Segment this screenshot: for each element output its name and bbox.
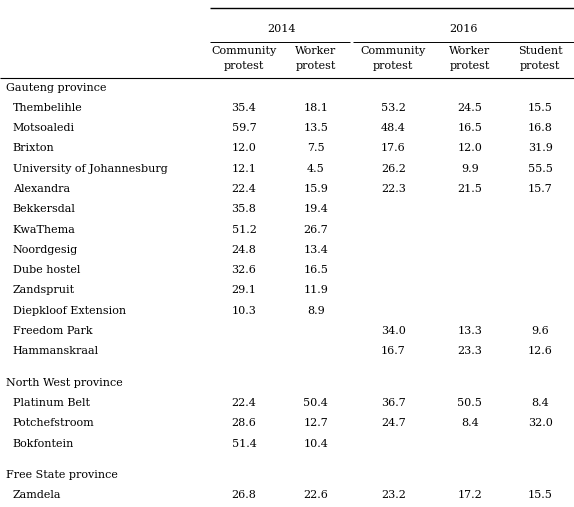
Text: Hammanskraal: Hammanskraal [13,346,99,356]
Text: 13.3: 13.3 [457,326,482,336]
Text: protest: protest [296,61,336,71]
Text: 32.6: 32.6 [231,265,257,275]
Text: Dube hostel: Dube hostel [13,265,80,275]
Text: 53.2: 53.2 [381,103,406,113]
Text: 15.9: 15.9 [303,184,328,194]
Text: Zamdela: Zamdela [13,490,61,500]
Text: Thembelihle: Thembelihle [13,103,83,113]
Text: 12.6: 12.6 [528,346,553,356]
Text: 16.7: 16.7 [381,346,406,356]
Text: 15.5: 15.5 [528,103,553,113]
Text: 13.4: 13.4 [303,245,328,255]
Text: 22.3: 22.3 [381,184,406,194]
Text: Motsoaledi: Motsoaledi [13,123,75,133]
Text: 19.4: 19.4 [303,204,328,214]
Text: 31.9: 31.9 [528,143,553,154]
Text: KwaThema: KwaThema [13,225,76,235]
Text: 9.6: 9.6 [532,326,549,336]
Text: 16.5: 16.5 [303,265,328,275]
Text: 26.8: 26.8 [231,490,257,500]
Text: Brixton: Brixton [13,143,55,154]
Text: North West province: North West province [6,378,122,388]
Text: 35.8: 35.8 [231,204,257,214]
Text: Worker: Worker [295,46,336,56]
Text: 2016: 2016 [449,24,478,34]
Text: 12.0: 12.0 [457,143,482,154]
Text: 24.5: 24.5 [457,103,482,113]
Text: 50.4: 50.4 [303,398,328,408]
Text: 34.0: 34.0 [381,326,406,336]
Text: Worker: Worker [449,46,490,56]
Text: 12.1: 12.1 [231,164,257,174]
Text: 35.4: 35.4 [231,103,257,113]
Text: 12.7: 12.7 [303,418,328,428]
Text: 15.5: 15.5 [528,490,553,500]
Text: 21.5: 21.5 [457,184,482,194]
Text: Alexandra: Alexandra [13,184,70,194]
Text: Student: Student [518,46,563,56]
Text: 2014: 2014 [267,24,296,34]
Text: 16.5: 16.5 [457,123,482,133]
Text: protest: protest [373,61,413,71]
Text: Bokfontein: Bokfontein [13,439,74,449]
Text: 10.4: 10.4 [303,439,328,449]
Text: 26.2: 26.2 [381,164,406,174]
Text: Potchefstroom: Potchefstroom [13,418,94,428]
Text: 8.4: 8.4 [532,398,549,408]
Text: Community: Community [360,46,426,56]
Text: 8.4: 8.4 [461,418,479,428]
Text: 8.9: 8.9 [307,306,324,316]
Text: Freedom Park: Freedom Park [13,326,92,336]
Text: 29.1: 29.1 [231,285,257,296]
Text: 13.5: 13.5 [303,123,328,133]
Text: 51.4: 51.4 [231,439,257,449]
Text: protest: protest [224,61,264,71]
Text: Bekkersdal: Bekkersdal [13,204,76,214]
Text: protest: protest [520,61,560,71]
Text: 36.7: 36.7 [381,398,406,408]
Text: 28.6: 28.6 [231,418,257,428]
Text: Free State province: Free State province [6,470,118,480]
Text: 10.3: 10.3 [231,306,257,316]
Text: 24.8: 24.8 [231,245,257,255]
Text: 22.4: 22.4 [231,398,257,408]
Text: Platinum Belt: Platinum Belt [13,398,90,408]
Text: 23.3: 23.3 [457,346,482,356]
Text: 15.7: 15.7 [528,184,553,194]
Text: 50.5: 50.5 [457,398,482,408]
Text: 51.2: 51.2 [231,225,257,235]
Text: 17.2: 17.2 [457,490,482,500]
Text: Diepkloof Extension: Diepkloof Extension [13,306,126,316]
Text: Gauteng province: Gauteng province [6,83,106,93]
Text: protest: protest [449,61,490,71]
Text: 18.1: 18.1 [303,103,328,113]
Text: 48.4: 48.4 [381,123,406,133]
Text: 32.0: 32.0 [528,418,553,428]
Text: 7.5: 7.5 [307,143,324,154]
Text: 11.9: 11.9 [303,285,328,296]
Text: University of Johannesburg: University of Johannesburg [13,164,168,174]
Text: 17.6: 17.6 [381,143,406,154]
Text: 12.0: 12.0 [231,143,257,154]
Text: 9.9: 9.9 [461,164,479,174]
Text: 55.5: 55.5 [528,164,553,174]
Text: 24.7: 24.7 [381,418,406,428]
Text: 22.4: 22.4 [231,184,257,194]
Text: Noordgesig: Noordgesig [13,245,78,255]
Text: 23.2: 23.2 [381,490,406,500]
Text: 16.8: 16.8 [528,123,553,133]
Text: 4.5: 4.5 [307,164,324,174]
Text: 59.7: 59.7 [231,123,257,133]
Text: Zandspruit: Zandspruit [13,285,75,296]
Text: 22.6: 22.6 [303,490,328,500]
Text: 26.7: 26.7 [303,225,328,235]
Text: Community: Community [211,46,277,56]
